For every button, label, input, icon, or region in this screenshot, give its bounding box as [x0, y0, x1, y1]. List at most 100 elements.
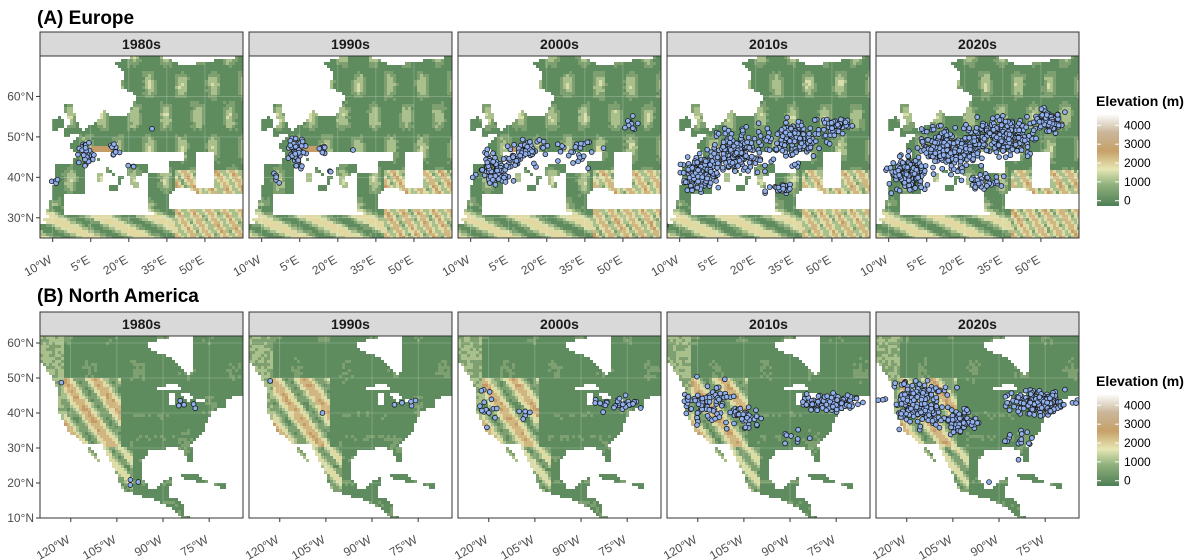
facet-strip [248, 311, 453, 337]
occurrence-point [914, 394, 921, 400]
occurrence-point [689, 165, 696, 171]
occurrence-point [880, 396, 886, 403]
occurrence-point [970, 156, 977, 162]
occurrence-point [812, 138, 819, 145]
occurrence-point [287, 142, 294, 149]
occurrence-point [575, 158, 581, 165]
occurrence-point [699, 174, 706, 180]
facet-label: 2020s [958, 316, 997, 332]
occurrence-points [271, 135, 356, 186]
occurrence-point [694, 410, 701, 416]
occurrence-point [948, 162, 955, 169]
occurrence-point [855, 401, 861, 408]
occurrence-point [694, 392, 701, 399]
legend-label: 4000 [1124, 118, 1151, 132]
occurrence-point [816, 145, 822, 152]
x-tick-label: 105°W [707, 532, 746, 560]
occurrence-point [54, 176, 61, 183]
map-panel [40, 336, 243, 518]
occurrence-point [112, 149, 119, 155]
occurrence-point [743, 124, 750, 130]
occurrence-point [319, 149, 326, 156]
x-tick-label: 35°E [557, 252, 587, 277]
occurrence-point [787, 131, 793, 138]
occurrence-point [792, 161, 798, 168]
occurrence-point [1036, 394, 1043, 400]
occurrence-point [786, 138, 793, 144]
occurrence-point [1061, 401, 1067, 408]
occurrence-point [735, 163, 741, 169]
occurrence-point [704, 175, 710, 182]
occurrence-point [695, 401, 702, 408]
occurrence-point [695, 167, 701, 173]
occurrence-point [921, 400, 928, 407]
occurrence-point [926, 412, 932, 418]
occurrence-point [735, 411, 742, 418]
occurrence-point [82, 145, 89, 151]
occurrence-point [1055, 122, 1062, 129]
occurrence-point [80, 152, 87, 158]
occurrence-point [948, 424, 954, 431]
x-tick-label: 35°E [139, 252, 169, 277]
occurrence-point [350, 147, 356, 153]
x-tick-label: 20°E [937, 252, 967, 277]
occurrence-point [620, 401, 626, 408]
occurrence-point [936, 388, 942, 395]
occurrence-point [720, 144, 726, 150]
occurrence-point [1018, 431, 1025, 437]
occurrence-point [984, 174, 991, 181]
x-tick-label: 90°W [341, 532, 374, 559]
occurrence-point [958, 177, 965, 184]
legend-label: 2000 [1124, 156, 1151, 170]
x-tick-label: 50°E [804, 252, 834, 277]
occurrence-point [1004, 399, 1010, 406]
occurrence-point [299, 138, 306, 145]
occurrence-point [909, 382, 916, 389]
occurrence-point [1006, 131, 1013, 138]
occurrence-point [944, 392, 951, 398]
occurrence-point [127, 477, 134, 483]
occurrence-point [492, 181, 499, 188]
occurrence-point [896, 172, 903, 178]
x-tick-label: 50°E [386, 252, 416, 277]
occurrence-point [809, 401, 816, 408]
legend-label: 0 [1124, 474, 1131, 488]
occurrence-point [923, 150, 930, 156]
occurrence-point [830, 390, 836, 396]
occurrence-point [823, 407, 830, 413]
x-tick-label: 90°W [550, 532, 583, 559]
occurrence-point [1054, 111, 1061, 118]
occurrence-point [511, 141, 517, 148]
occurrence-point [996, 154, 1002, 160]
occurrence-point [791, 138, 798, 145]
occurrence-point [748, 153, 755, 160]
occurrence-points [681, 373, 866, 447]
occurrence-point [806, 138, 813, 144]
occurrence-point [1029, 435, 1035, 441]
occurrence-point [600, 409, 606, 415]
occurrence-point [713, 385, 720, 391]
occurrence-point [798, 122, 805, 129]
occurrence-point [1015, 135, 1022, 141]
occurrence-point [928, 405, 935, 412]
x-tick-label: 35°E [348, 252, 378, 277]
occurrence-point [811, 117, 818, 123]
occurrence-point [723, 394, 730, 400]
map-panel [458, 56, 661, 238]
occurrence-point [479, 407, 485, 414]
map-panel [249, 336, 452, 518]
map-panel [40, 56, 243, 238]
occurrence-point [954, 384, 960, 391]
occurrence-point [853, 395, 860, 402]
occurrence-point [892, 380, 898, 386]
facet-label: 2000s [540, 36, 579, 52]
facet-label: 1980s [122, 316, 161, 332]
graticule [458, 56, 661, 238]
occurrence-point [1023, 387, 1029, 394]
occurrence-point [1047, 395, 1053, 402]
occurrence-point [1000, 173, 1007, 180]
occurrence-point [1000, 148, 1006, 154]
occurrence-point [953, 156, 959, 163]
occurrence-point [968, 176, 975, 183]
occurrence-point [578, 140, 584, 147]
